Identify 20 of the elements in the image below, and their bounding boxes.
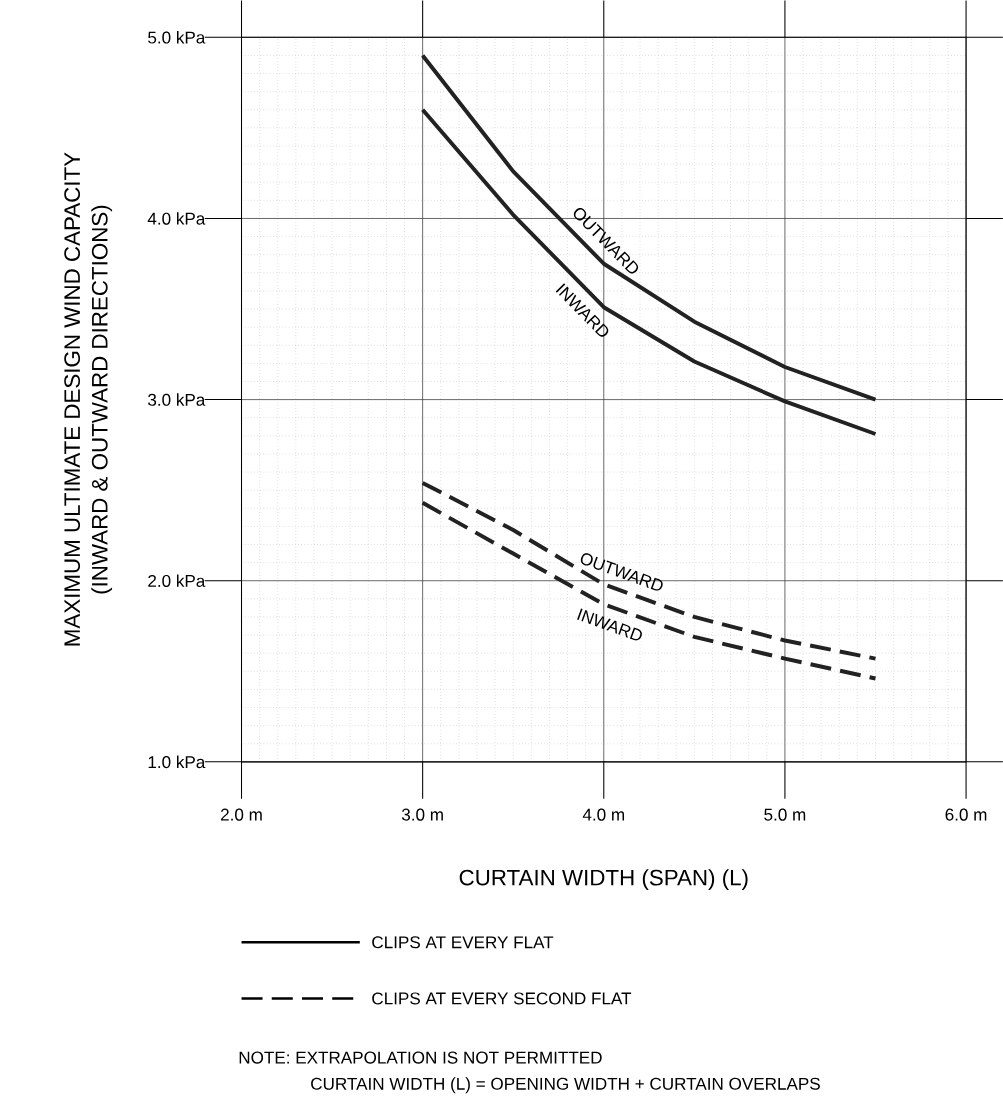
y-tick-label: 4.0 kPa: [147, 212, 206, 225]
x-axis-title: CURTAIN WIDTH (SPAN) (L): [459, 869, 748, 890]
y-axis-title: MAXIMUM ULTIMATE DESIGN WIND CAPACITY (INWARD & OUTWARD DIRECTIONS): [64, 152, 112, 646]
text: CURTAIN WIDTH (L) = OPENING WIDTH + CURTAIN OVERLAPS: [310, 1077, 820, 1094]
x-tick-label: 6.0 m: [945, 808, 987, 821]
text: CLIPS AT EVERY FLAT: [372, 936, 554, 949]
y-tick-label: 3.0 kPa: [147, 393, 206, 406]
x-tick-label: 4.0 m: [582, 808, 624, 821]
line-series: [420, 107, 878, 436]
text: NOTE: EXTRAPOLATION IS NOT PERMITTED: [239, 1051, 602, 1064]
x-tick-label: 5.0 m: [764, 808, 805, 821]
line-series: [420, 480, 878, 661]
text: CLIPS AT EVERY SECOND FLAT: [372, 992, 631, 1005]
y-tick-label: 1.0 kPa: [148, 755, 206, 769]
x-tick-label: 2.0 m: [220, 808, 262, 821]
x-tick-label: 3.0 m: [401, 808, 443, 821]
line-series: [420, 500, 878, 681]
y-tick-label: 2.0 kPa: [148, 574, 206, 587]
y-tick-label: 5.0 kPa: [147, 31, 206, 44]
line-series: [420, 53, 878, 402]
